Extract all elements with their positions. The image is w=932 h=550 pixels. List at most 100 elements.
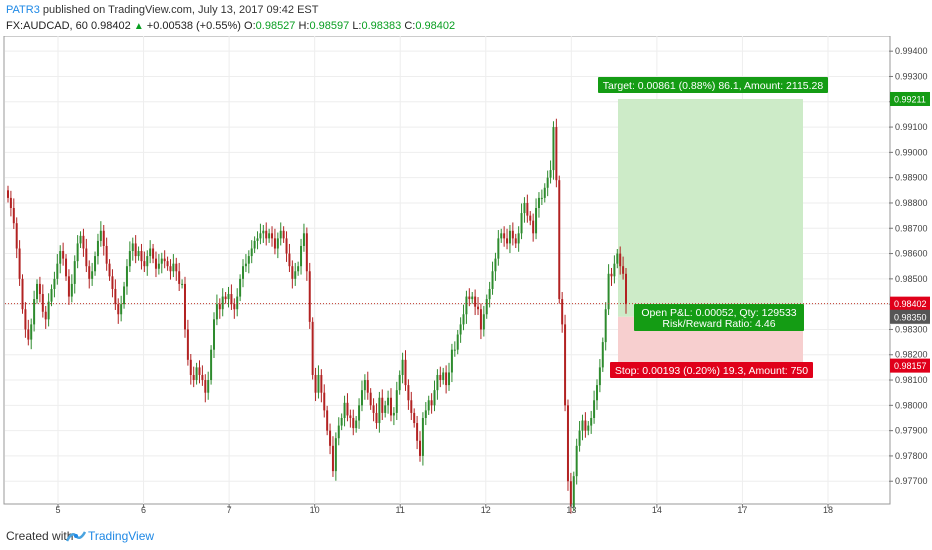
candle-body	[329, 430, 332, 446]
candle-body	[53, 278, 56, 289]
high-label: H:	[298, 20, 310, 32]
candle-body	[581, 420, 584, 431]
y-axis[interactable]: 0.994000.993000.992000.991000.990000.989…	[889, 46, 930, 486]
candle-body	[459, 324, 462, 335]
candle-body	[448, 372, 451, 386]
candle-body	[311, 321, 314, 375]
candle-body	[337, 425, 340, 439]
candle-body	[12, 208, 15, 224]
y-tick-label: 0.99000	[895, 147, 928, 157]
x-tick-label: 18	[823, 505, 833, 515]
candle-body	[366, 380, 369, 393]
candle-body	[85, 248, 88, 267]
candle-body	[360, 390, 363, 406]
candle-body	[117, 304, 120, 315]
y-tick-label: 0.98900	[895, 173, 928, 183]
candle-body	[500, 233, 503, 239]
tradingview-brand[interactable]: TradingView	[88, 529, 155, 543]
candle-body	[340, 417, 343, 426]
candle-body	[552, 127, 555, 171]
candlestick-chart[interactable]: Target: 0.00861 (0.88%) 86.1, Amount: 21…	[0, 35, 932, 516]
candle-body	[468, 296, 471, 300]
candle-body	[204, 380, 207, 393]
candle-body	[259, 233, 262, 239]
candle-body	[152, 248, 155, 259]
candle-body	[465, 296, 468, 315]
candle-body	[535, 208, 538, 234]
candle-body	[613, 263, 616, 277]
pnl-label-text: Open P&L: 0.00052, Qty: 129533	[641, 307, 796, 319]
candle-body	[221, 296, 224, 310]
x-tick-label: 11	[396, 505, 405, 515]
candle-body	[308, 271, 311, 322]
x-tick-label: 5	[55, 505, 60, 515]
target-label-text: Target: 0.00861 (0.88%) 86.1, Amount: 21…	[603, 80, 824, 92]
candle-body	[407, 385, 410, 401]
candles	[7, 118, 627, 514]
candle-body	[503, 233, 506, 239]
candle-body	[21, 278, 24, 310]
target-zone	[618, 98, 803, 317]
x-tick-label: 13	[566, 505, 576, 515]
candle-body	[102, 230, 105, 246]
candle-body	[326, 410, 329, 431]
candle-body	[282, 230, 285, 239]
candle-body	[439, 374, 442, 381]
candle-body	[108, 263, 111, 277]
author-link[interactable]: PATR3	[6, 4, 40, 16]
candle-body	[358, 405, 361, 421]
candle-body	[94, 256, 97, 272]
y-tick-label: 0.98500	[895, 274, 928, 284]
candle-body	[343, 402, 346, 418]
candle-body	[549, 170, 552, 178]
candle-body	[355, 420, 358, 429]
candle-body	[398, 374, 401, 391]
candle-body	[137, 251, 140, 257]
candle-body	[160, 258, 163, 264]
x-axis[interactable]: 5 6 7 10 11 12 13 14 17 18	[55, 504, 833, 515]
candle-body	[619, 253, 622, 267]
candle-body	[491, 271, 494, 289]
candle-body	[131, 243, 134, 252]
candle-body	[537, 197, 540, 209]
y-tick-label: 0.98100	[895, 375, 928, 385]
tradingview-logo-icon[interactable]	[65, 529, 87, 548]
candle-body	[540, 197, 543, 199]
y-tick-label: 0.98300	[895, 324, 928, 334]
candle-body	[445, 372, 448, 386]
candle-body	[175, 263, 178, 272]
candle-body	[323, 392, 326, 411]
candle-body	[604, 309, 607, 343]
candle-body	[424, 410, 427, 418]
candle-body	[317, 374, 320, 393]
candle-body	[73, 261, 76, 284]
target-price-tag: 0.99211	[894, 94, 926, 104]
candle-body	[111, 276, 114, 289]
price-change: +0.00538 (+0.55%)	[146, 20, 241, 32]
candle-body	[128, 251, 131, 267]
close-value: 0.98402	[415, 20, 456, 32]
candle-body	[433, 390, 436, 406]
chart-area[interactable]: Target: 0.00861 (0.88%) 86.1, Amount: 21…	[0, 35, 932, 516]
candle-body	[210, 349, 213, 381]
target-label: Target: 0.00861 (0.88%) 86.1, Amount: 21…	[598, 77, 828, 93]
candle-body	[239, 278, 242, 297]
candle-body	[44, 311, 47, 320]
candle-body	[607, 273, 610, 310]
candle-body	[288, 253, 291, 267]
candle-body	[65, 258, 68, 277]
ohlc-line: FX:AUDCAD, 60 0.98402 ▲ +0.00538 (+0.55%…	[6, 20, 455, 32]
x-tick-label: 17	[737, 505, 747, 515]
y-tick-label: 0.98600	[895, 249, 928, 259]
candle-body	[154, 258, 157, 269]
candle-body	[419, 440, 421, 456]
candle-body	[520, 213, 523, 234]
candle-body	[616, 253, 619, 264]
candle-body	[125, 266, 128, 287]
candle-body	[233, 304, 236, 310]
candle-body	[67, 276, 70, 297]
last-price: 0.98402	[90, 20, 131, 32]
current-price-tag: 0.98402	[894, 299, 927, 309]
entry-price-tag-bg	[890, 309, 930, 324]
candle-body	[291, 266, 294, 279]
